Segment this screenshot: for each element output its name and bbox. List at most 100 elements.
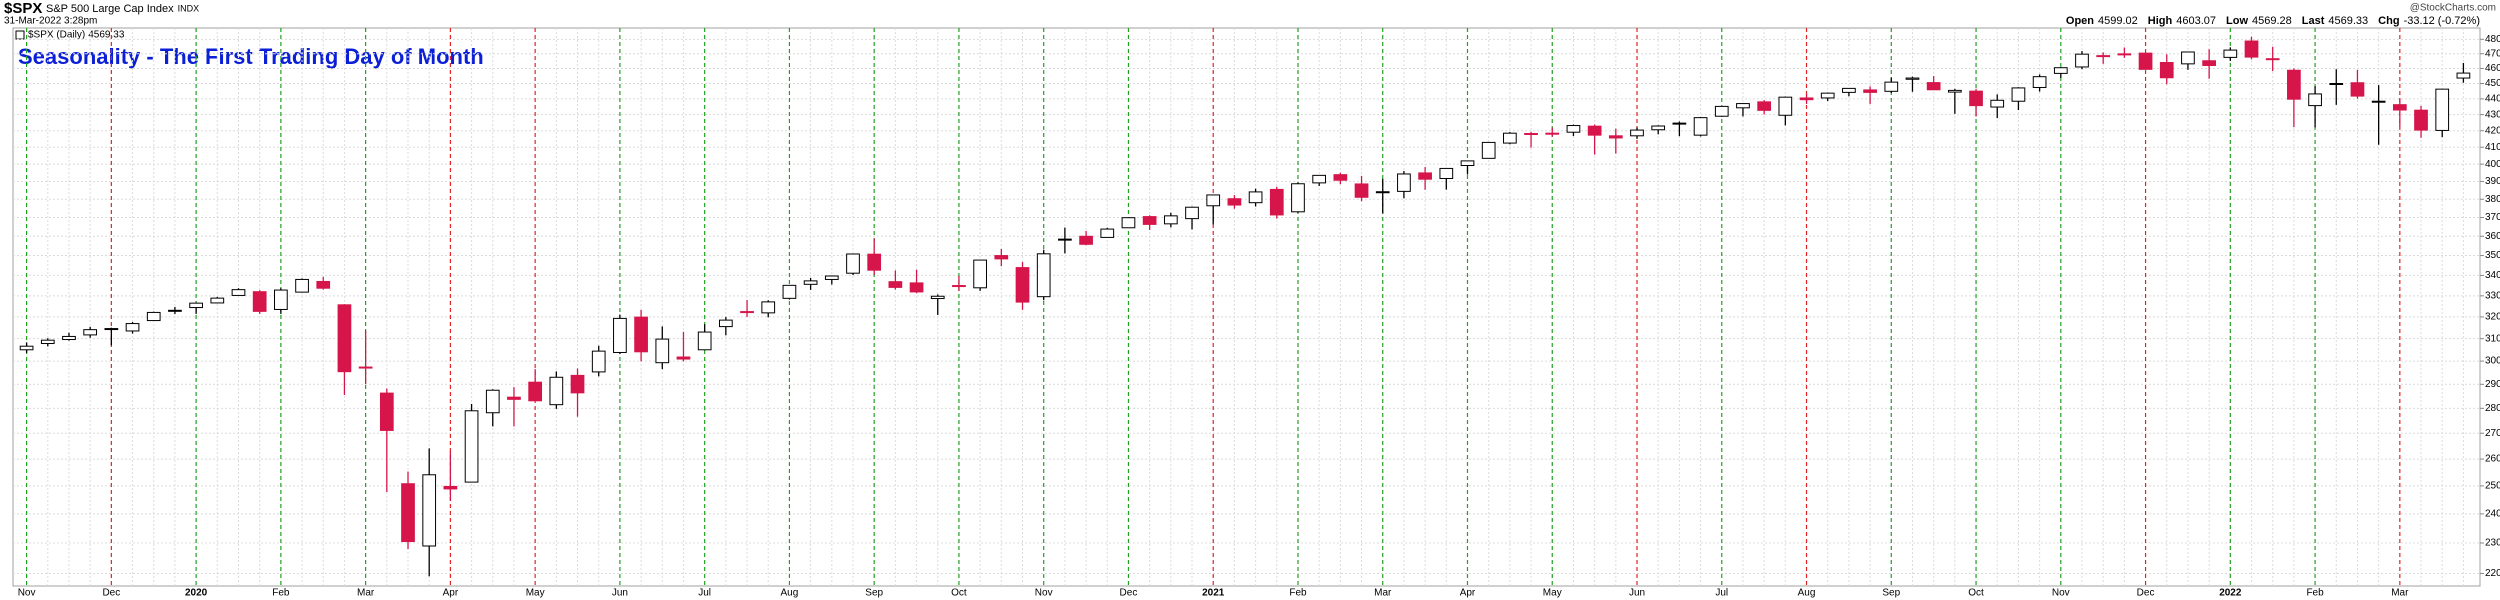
candle-body — [1630, 129, 1644, 137]
y-tick-label: 4700 — [2485, 48, 2500, 59]
candle-body — [1418, 172, 1432, 180]
candle-body — [1481, 141, 1496, 159]
y-tick-label: 2200 — [2485, 568, 2500, 579]
candle-body — [1375, 191, 1390, 194]
candle-body — [1905, 77, 1920, 80]
candle-body — [2456, 72, 2471, 79]
candle-body — [1545, 132, 1560, 135]
candle-body — [379, 392, 394, 431]
candle-body — [1842, 87, 1856, 93]
candle-body — [1015, 267, 1030, 303]
timestamp: 31-Mar-2022 3:28pm — [4, 16, 97, 27]
candle-body — [1036, 253, 1051, 298]
x-tick-label: May — [1543, 588, 1562, 599]
y-tick-label: 2500 — [2485, 481, 2500, 492]
x-tick-label: Oct — [951, 588, 967, 599]
x-tick-label: Nov — [18, 588, 36, 599]
y-tick-label: 2800 — [2485, 403, 2500, 414]
y-tick-label: 3200 — [2485, 312, 2500, 323]
exchange: INDX — [178, 3, 200, 13]
candle-body — [2308, 93, 2322, 107]
candle-body — [83, 329, 98, 336]
x-tick-label: Mar — [2391, 588, 2409, 599]
candle-body — [1608, 135, 1623, 139]
candle-body — [1884, 81, 1899, 92]
candle-body — [1820, 92, 1835, 99]
y-tick-label: 2300 — [2485, 538, 2500, 549]
candle-body — [2435, 88, 2450, 131]
y-tick-label: 3800 — [2485, 194, 2500, 205]
candle-body — [1079, 235, 1093, 245]
y-tick-label: 3500 — [2485, 250, 2500, 261]
x-tick-label: Oct — [1968, 588, 1984, 599]
candle-body — [146, 311, 161, 322]
candle-body — [2117, 53, 2132, 56]
candle-body — [1439, 167, 1454, 179]
x-tick-label: Mar — [1374, 588, 1392, 599]
candle-body — [909, 282, 924, 293]
candle-body — [2011, 87, 2026, 102]
candle-body — [40, 339, 55, 345]
candles — [19, 36, 2471, 577]
quote-label: Last — [2302, 15, 2325, 27]
candle-body — [782, 284, 797, 299]
x-tick-label: Apr — [1460, 588, 1476, 599]
y-tick-label: 2700 — [2485, 428, 2500, 439]
x-tick-label: Nov — [2052, 588, 2070, 599]
candle-body — [1248, 191, 1263, 204]
candle-body — [1121, 217, 1136, 229]
candle-body — [252, 291, 267, 312]
candle-body — [19, 345, 34, 351]
candle-body — [1397, 173, 1411, 192]
legend-value: 4569.33 — [88, 30, 125, 41]
y-tick-label: 3100 — [2485, 333, 2500, 344]
candle-body — [676, 356, 691, 360]
x-tick-label: Apr — [443, 588, 459, 599]
candle-body — [1799, 97, 1814, 101]
chart-title: Seasonality - The First Trading Day of M… — [18, 44, 484, 69]
candle-body — [1100, 228, 1115, 238]
quote-value: 4603.07 — [2176, 15, 2216, 27]
x-tick-label: Aug — [781, 588, 799, 599]
candle-body — [1651, 125, 1666, 131]
legend-icon — [15, 30, 25, 40]
candle-body — [2244, 40, 2259, 58]
x-tick-label: Mar — [357, 588, 375, 599]
candle-body — [591, 350, 606, 373]
candle-body — [1714, 105, 1729, 117]
y-tick-label: 4000 — [2485, 159, 2500, 170]
candle-body — [401, 483, 415, 543]
y-tick-label: 3000 — [2485, 356, 2500, 367]
x-tick-label: Feb — [2306, 588, 2324, 599]
candle-body — [697, 331, 712, 351]
candle-body — [2096, 55, 2111, 58]
candle-body — [2265, 58, 2280, 61]
candle-body — [761, 301, 776, 314]
candle-body — [1990, 99, 2005, 108]
candle-body — [2414, 109, 2428, 131]
candle-body — [358, 366, 373, 369]
plot-frame — [12, 27, 2481, 587]
candle-body — [549, 376, 564, 406]
candle-body — [973, 259, 987, 289]
candle-body — [1947, 89, 1962, 93]
candle-body — [2202, 60, 2216, 66]
quote-value: 4569.28 — [2252, 15, 2292, 27]
candle-body — [1460, 160, 1475, 167]
x-tick-label: Nov — [1035, 588, 1053, 599]
candle-body — [2223, 49, 2238, 58]
candle-body — [994, 255, 1009, 260]
candle-body — [464, 410, 479, 483]
y-tick-label: 3600 — [2485, 231, 2500, 242]
quote-value: 4569.33 — [2328, 15, 2368, 27]
candle-body — [104, 328, 119, 331]
quote-value: -33.12 (-0.72%) — [2404, 15, 2480, 27]
candle-body — [1142, 216, 1157, 225]
x-tick-label: Sep — [865, 588, 883, 599]
y-tick-label: 4500 — [2485, 78, 2500, 89]
candle-body — [824, 275, 839, 280]
candle-body — [1757, 101, 1772, 111]
quote-label: High — [2148, 15, 2173, 27]
candle-body — [1503, 132, 1517, 144]
